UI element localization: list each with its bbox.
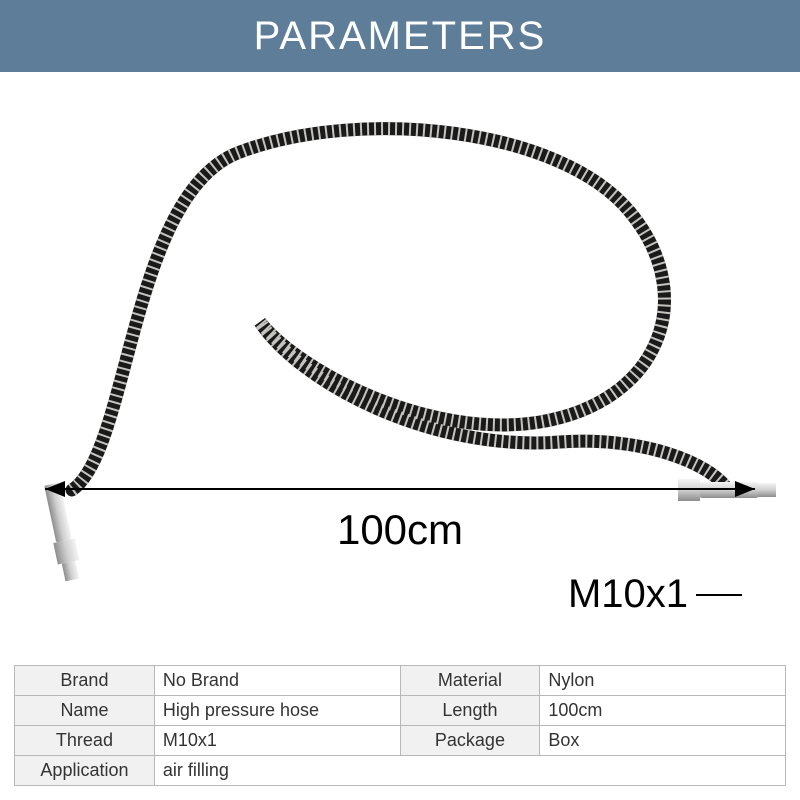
table-row: BrandNo BrandMaterialNylon [15,666,786,696]
length-value: 100cm [45,506,755,554]
header-title: PARAMETERS [254,14,547,59]
thread-value: M10x1 [568,572,688,617]
spec-value: Nylon [540,666,786,696]
spec-value: No Brand [154,666,400,696]
spec-label: Brand [15,666,155,696]
header-bar: PARAMETERS [0,0,800,72]
table-row: ThreadM10x1PackageBox [15,726,786,756]
spec-label: Package [400,726,540,756]
callout-line [696,594,742,596]
spec-label: Length [400,696,540,726]
spec-table: BrandNo BrandMaterialNylonNameHigh press… [14,665,786,786]
spec-value: air filling [154,756,785,786]
length-dimension: 100cm [45,472,755,532]
spec-value: 100cm [540,696,786,726]
thread-callout: M10x1 [568,572,742,617]
arrow-right-icon [735,481,755,497]
product-illustration: 100cm M10x1 [0,72,800,652]
spec-label: Name [15,696,155,726]
spec-value: High pressure hose [154,696,400,726]
spec-label: Material [400,666,540,696]
dimension-line [45,488,755,490]
spec-label: Thread [15,726,155,756]
spec-value: M10x1 [154,726,400,756]
spec-value: Box [540,726,786,756]
hose-drawing [0,72,800,652]
spec-label: Application [15,756,155,786]
table-row: NameHigh pressure hoseLength100cm [15,696,786,726]
table-row: Applicationair filling [15,756,786,786]
